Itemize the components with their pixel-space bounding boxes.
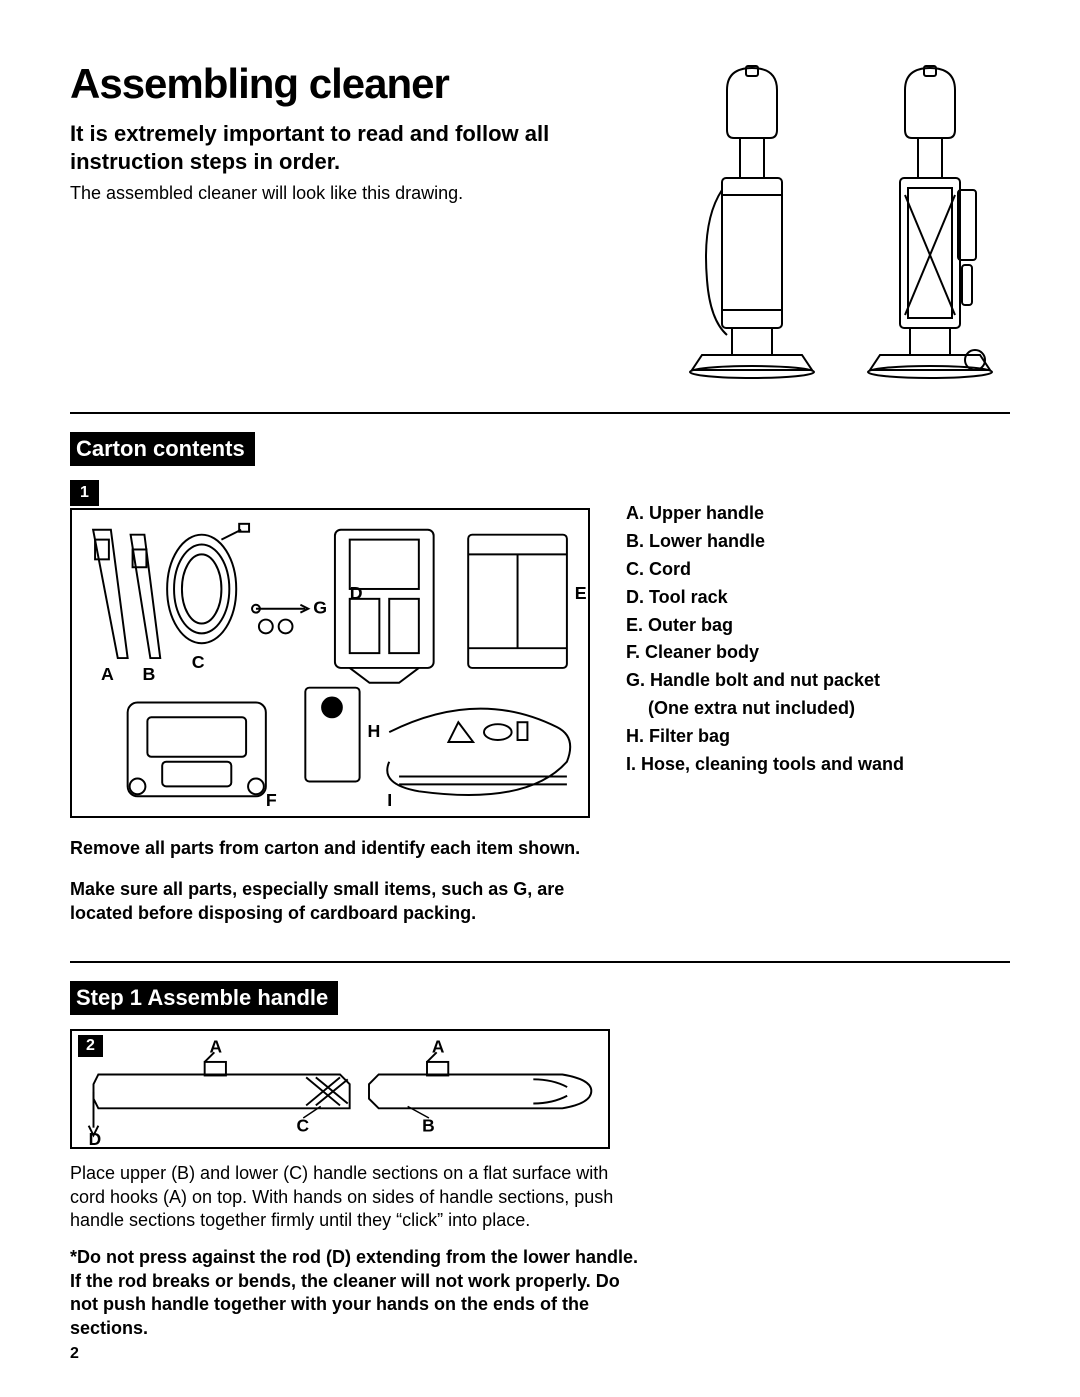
header-row: Assembling cleaner It is extremely impor… — [70, 60, 1010, 390]
important-note: It is extremely important to read and fo… — [70, 120, 642, 175]
fig2-label-d: D — [89, 1129, 102, 1149]
vacuum-back-icon — [850, 60, 1010, 390]
fig1-label-h: H — [368, 721, 381, 741]
step1-section-title: Step 1 Assemble handle — [70, 981, 338, 1015]
step1-figure-wrap: 2 — [70, 1029, 610, 1154]
fig1-label-a: A — [101, 664, 114, 684]
fig1-label-e: E — [575, 583, 587, 603]
fig1-label-c: C — [192, 652, 205, 672]
carton-section: Carton contents 1 — [70, 432, 1010, 925]
part-i: I. Hose, cleaning tools and wand — [626, 751, 904, 779]
subnote: The assembled cleaner will look like thi… — [70, 183, 642, 204]
part-c: C. Cord — [626, 556, 904, 584]
part-h: H. Filter bag — [626, 723, 904, 751]
header-text-block: Assembling cleaner It is extremely impor… — [70, 60, 642, 204]
step1-body-text: Place upper (B) and lower (C) handle sec… — [70, 1162, 640, 1232]
divider-2 — [70, 961, 1010, 963]
carton-section-title: Carton contents — [70, 432, 255, 466]
fig1-label-b: B — [142, 664, 155, 684]
carton-figure-column: 1 — [70, 480, 590, 925]
fig2-label-a2: A — [432, 1036, 445, 1056]
fig1-label-i: I — [387, 790, 392, 810]
part-d: D. Tool rack — [626, 584, 904, 612]
divider-1 — [70, 412, 1010, 414]
figure-number-2: 2 — [78, 1035, 103, 1057]
fig1-label-g: G — [313, 598, 327, 618]
part-b: B. Lower handle — [626, 528, 904, 556]
carton-caption-1: Remove all parts from carton and identif… — [70, 837, 590, 860]
page-number: 2 — [70, 1345, 79, 1363]
carton-row: 1 — [70, 480, 1010, 925]
vacuum-figures — [672, 60, 1010, 390]
fig2-label-c: C — [297, 1116, 310, 1136]
fig1-label-d: D — [350, 583, 363, 603]
page-title: Assembling cleaner — [70, 60, 642, 108]
step1-section: Step 1 Assemble handle 2 — [70, 981, 1010, 1340]
figure-number-1: 1 — [70, 480, 99, 506]
carton-caption-2: Make sure all parts, especially small it… — [70, 878, 590, 925]
step1-figure: A A B C D — [70, 1029, 610, 1149]
step1-warning-text: *Do not press against the rod (D) extend… — [70, 1246, 650, 1340]
parts-list: A. Upper handle B. Lower handle C. Cord … — [626, 480, 904, 779]
fig1-label-f: F — [266, 790, 277, 810]
part-g: G. Handle bolt and nut packet — [626, 667, 904, 695]
part-a: A. Upper handle — [626, 500, 904, 528]
carton-contents-figure: A B C D E F G H I — [70, 508, 590, 818]
vacuum-front-icon — [672, 60, 832, 390]
part-g-note: (One extra nut included) — [626, 695, 904, 723]
fig2-label-a1: A — [210, 1036, 223, 1056]
part-e: E. Outer bag — [626, 612, 904, 640]
part-f: F. Cleaner body — [626, 639, 904, 667]
